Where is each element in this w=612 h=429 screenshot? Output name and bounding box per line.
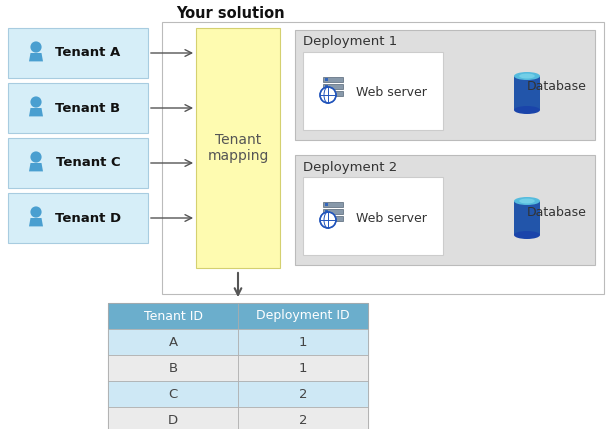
Polygon shape	[29, 163, 43, 172]
Ellipse shape	[514, 231, 540, 239]
Bar	[108, 355, 238, 381]
Bar	[295, 155, 595, 265]
Ellipse shape	[514, 197, 540, 205]
Text: Web server: Web server	[356, 87, 427, 100]
Bar	[8, 28, 148, 78]
Bar	[325, 92, 328, 95]
Bar	[108, 303, 238, 329]
Text: 1: 1	[299, 362, 307, 375]
Text: Your solution: Your solution	[176, 6, 285, 21]
Text: Deployment ID: Deployment ID	[256, 309, 350, 323]
Polygon shape	[29, 108, 43, 116]
Text: Deployment 2: Deployment 2	[303, 160, 397, 173]
Text: 2: 2	[299, 414, 307, 426]
Text: Tenant C: Tenant C	[56, 157, 121, 169]
Circle shape	[320, 87, 336, 103]
Text: Tenant B: Tenant B	[56, 102, 121, 115]
Bar	[8, 83, 148, 133]
Circle shape	[31, 151, 42, 163]
Bar	[108, 381, 238, 407]
Bar	[238, 303, 368, 329]
Text: C: C	[168, 387, 177, 401]
Bar	[108, 407, 238, 429]
Bar	[323, 209, 343, 214]
Circle shape	[31, 97, 42, 108]
Bar	[238, 407, 368, 429]
Bar	[323, 91, 343, 96]
Text: Tenant A: Tenant A	[55, 46, 121, 60]
Text: Database: Database	[527, 81, 587, 94]
Bar	[325, 203, 328, 206]
Text: Database: Database	[527, 205, 587, 218]
Bar	[323, 216, 343, 221]
Text: 2: 2	[299, 387, 307, 401]
Bar	[8, 193, 148, 243]
Bar	[238, 381, 368, 407]
Text: B: B	[168, 362, 177, 375]
Bar	[238, 355, 368, 381]
Ellipse shape	[519, 199, 535, 203]
Bar	[323, 77, 343, 82]
Bar	[325, 85, 328, 88]
Bar	[323, 84, 343, 89]
Polygon shape	[29, 218, 43, 227]
Bar	[514, 201, 540, 235]
Bar	[325, 210, 328, 213]
Text: A: A	[168, 335, 177, 348]
Text: Deployment 1: Deployment 1	[303, 36, 397, 48]
Text: 1: 1	[299, 335, 307, 348]
Polygon shape	[29, 53, 43, 61]
Text: Tenant
mapping: Tenant mapping	[207, 133, 269, 163]
Ellipse shape	[519, 73, 535, 79]
Bar	[196, 28, 280, 268]
Bar	[108, 303, 368, 429]
Ellipse shape	[514, 106, 540, 114]
Bar	[303, 177, 443, 255]
Text: Tenant ID: Tenant ID	[143, 309, 203, 323]
Text: Web server: Web server	[356, 211, 427, 224]
Ellipse shape	[514, 72, 540, 80]
Bar	[238, 329, 368, 355]
Circle shape	[31, 206, 42, 218]
Bar	[162, 22, 604, 294]
Circle shape	[320, 212, 336, 228]
Text: D: D	[168, 414, 178, 426]
Bar	[108, 329, 238, 355]
Text: Tenant D: Tenant D	[55, 211, 121, 224]
Bar	[8, 138, 148, 188]
Bar	[323, 202, 343, 207]
Bar	[303, 52, 443, 130]
Bar	[514, 76, 540, 110]
Bar	[295, 30, 595, 140]
Bar	[325, 78, 328, 81]
Bar	[325, 217, 328, 220]
Circle shape	[31, 42, 42, 53]
